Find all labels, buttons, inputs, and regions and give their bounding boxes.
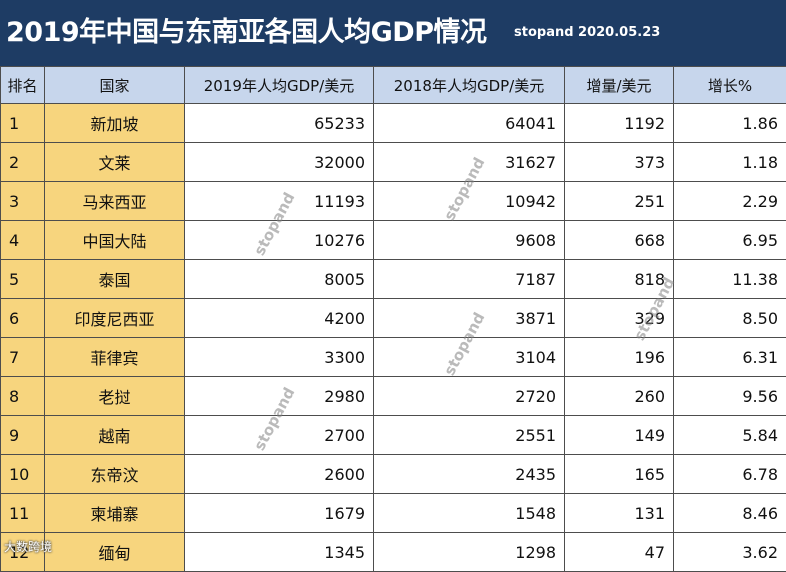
growth-cell: 6.95 (674, 221, 786, 260)
increment-cell: 373 (565, 143, 674, 182)
gdp-2019-cell: 65233 (185, 104, 374, 143)
header-growth: 增长% (674, 67, 786, 104)
page-title: 2019年中国与东南亚各国人均GDP情况 (6, 10, 487, 49)
growth-cell: 1.86 (674, 104, 786, 143)
gdp-2018-cell: 31627 (374, 143, 565, 182)
gdp-2018-cell: 10942 (374, 182, 565, 221)
increment-cell: 251 (565, 182, 674, 221)
country-cell: 马来西亚 (45, 182, 185, 221)
header-increment: 增量/美元 (565, 67, 674, 104)
gdp-2018-cell: 2551 (374, 416, 565, 455)
gdp-2019-cell: 4200 (185, 299, 374, 338)
increment-cell: 165 (565, 455, 674, 494)
gdp-2018-cell: 1298 (374, 533, 565, 572)
country-cell: 柬埔寨 (45, 494, 185, 533)
growth-cell: 11.38 (674, 260, 786, 299)
rank-cell: 4 (1, 221, 45, 260)
rank-cell: 11 (1, 494, 45, 533)
rank-cell: 8 (1, 377, 45, 416)
country-cell: 老挝 (45, 377, 185, 416)
increment-cell: 329 (565, 299, 674, 338)
gdp-2019-cell: 32000 (185, 143, 374, 182)
gdp-2019-cell: 3300 (185, 338, 374, 377)
header-rank: 排名 (1, 67, 45, 104)
rank-cell: 3 (1, 182, 45, 221)
gdp-2019-cell: 2700 (185, 416, 374, 455)
increment-cell: 668 (565, 221, 674, 260)
growth-cell: 6.31 (674, 338, 786, 377)
rank-cell: 7 (1, 338, 45, 377)
country-cell: 菲律宾 (45, 338, 185, 377)
country-cell: 越南 (45, 416, 185, 455)
gdp-2019-cell: 1345 (185, 533, 374, 572)
country-cell: 中国大陆 (45, 221, 185, 260)
gdp-2018-cell: 1548 (374, 494, 565, 533)
country-cell: 印度尼西亚 (45, 299, 185, 338)
gdp-2019-cell: 2600 (185, 455, 374, 494)
gdp-2018-cell: 64041 (374, 104, 565, 143)
rank-cell: 2 (1, 143, 45, 182)
increment-cell: 47 (565, 533, 674, 572)
gdp-2018-cell: 7187 (374, 260, 565, 299)
country-cell: 文莱 (45, 143, 185, 182)
header-country: 国家 (45, 67, 185, 104)
rank-cell: 6 (1, 299, 45, 338)
growth-cell: 2.29 (674, 182, 786, 221)
corner-brand-watermark: 大数跨境 (4, 538, 52, 555)
gdp-2018-cell: 3871 (374, 299, 565, 338)
gdp-2019-cell: 10276 (185, 221, 374, 260)
country-cell: 新加坡 (45, 104, 185, 143)
growth-cell: 8.50 (674, 299, 786, 338)
gdp-2018-cell: 9608 (374, 221, 565, 260)
growth-cell: 5.84 (674, 416, 786, 455)
header-row: 排名 国家 2019年人均GDP/美元 2018年人均GDP/美元 增量/美元 … (1, 67, 786, 104)
growth-cell: 9.56 (674, 377, 786, 416)
gdp-2019-cell: 2980 (185, 377, 374, 416)
author-credit: stopand 2020.05.23 (514, 25, 660, 40)
header-gdp-2019: 2019年人均GDP/美元 (185, 67, 374, 104)
gdp-2018-cell: 2720 (374, 377, 565, 416)
growth-cell: 1.18 (674, 143, 786, 182)
header-gdp-2018: 2018年人均GDP/美元 (374, 67, 565, 104)
country-cell: 东帝汶 (45, 455, 185, 494)
gdp-2018-cell: 3104 (374, 338, 565, 377)
increment-cell: 260 (565, 377, 674, 416)
increment-cell: 1192 (565, 104, 674, 143)
rank-cell: 9 (1, 416, 45, 455)
increment-cell: 149 (565, 416, 674, 455)
growth-cell: 3.62 (674, 533, 786, 572)
gdp-table: 排名 国家 2019年人均GDP/美元 2018年人均GDP/美元 增量/美元 … (0, 66, 786, 572)
country-cell: 泰国 (45, 260, 185, 299)
increment-cell: 196 (565, 338, 674, 377)
gdp-2019-cell: 11193 (185, 182, 374, 221)
country-cell: 缅甸 (45, 533, 185, 572)
growth-cell: 8.46 (674, 494, 786, 533)
gdp-2018-cell: 2435 (374, 455, 565, 494)
rank-cell: 10 (1, 455, 45, 494)
increment-cell: 131 (565, 494, 674, 533)
growth-cell: 6.78 (674, 455, 786, 494)
rank-cell: 5 (1, 260, 45, 299)
gdp-2019-cell: 1679 (185, 494, 374, 533)
gdp-2019-cell: 8005 (185, 260, 374, 299)
title-bar: 2019年中国与东南亚各国人均GDP情况 stopand 2020.05.23 (0, 0, 786, 66)
rank-cell: 1 (1, 104, 45, 143)
increment-cell: 818 (565, 260, 674, 299)
